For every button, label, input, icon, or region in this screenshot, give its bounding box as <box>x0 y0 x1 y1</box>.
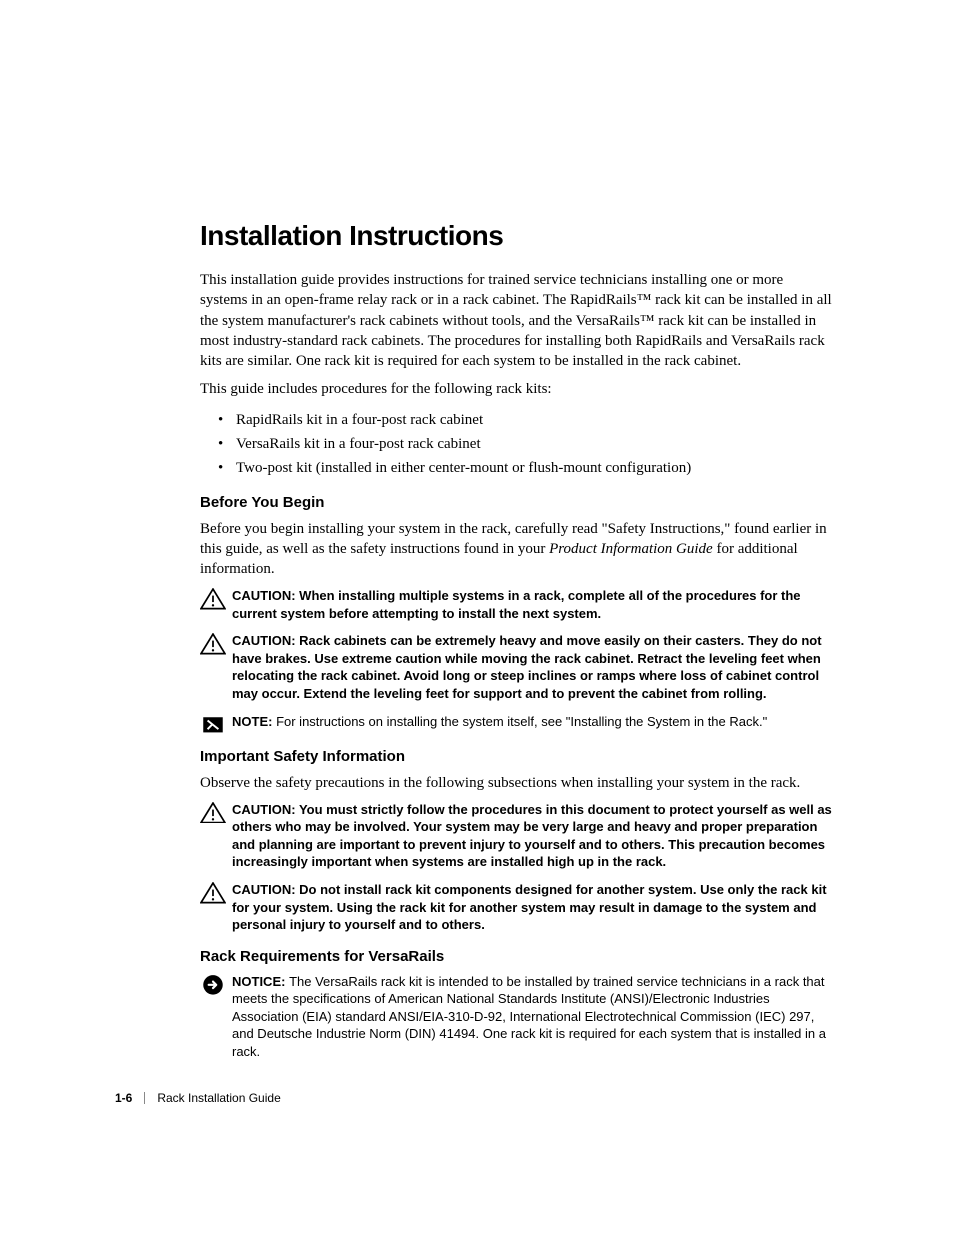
note-icon <box>200 714 226 734</box>
page-title: Installation Instructions <box>200 220 834 252</box>
caution-body: When installing multiple systems in a ra… <box>232 588 801 621</box>
before-you-begin-heading: Before You Begin <box>200 494 834 511</box>
caution-lead: CAUTION: <box>232 633 299 648</box>
caution-lead: CAUTION: <box>232 882 299 897</box>
document-page: Installation Instructions This installat… <box>0 0 954 1060</box>
caution-text: CAUTION: You must strictly follow the pr… <box>232 801 834 871</box>
caution-body: You must strictly follow the procedures … <box>232 802 832 870</box>
note-lead: NOTE: <box>232 714 276 729</box>
intro-paragraph-2: This guide includes procedures for the f… <box>200 379 834 399</box>
caution-callout: CAUTION: When installing multiple system… <box>200 587 834 622</box>
note-callout: NOTE: For instructions on installing the… <box>200 713 834 734</box>
italic-text: Product Information Guide <box>549 541 713 557</box>
rack-kits-list: RapidRails kit in a four-post rack cabin… <box>200 408 834 480</box>
caution-lead: CAUTION: <box>232 588 299 603</box>
note-body: For instructions on installing the syste… <box>276 714 767 729</box>
caution-body: Do not install rack kit components desig… <box>232 882 827 932</box>
caution-callout: CAUTION: Do not install rack kit compone… <box>200 881 834 934</box>
list-item: RapidRails kit in a four-post rack cabin… <box>236 408 834 432</box>
caution-icon <box>200 633 226 653</box>
caution-text: CAUTION: Do not install rack kit compone… <box>232 881 834 934</box>
footer-title: Rack Installation Guide <box>157 1091 280 1105</box>
notice-icon <box>200 974 226 994</box>
caution-icon <box>200 588 226 608</box>
list-item: Two-post kit (installed in either center… <box>236 456 834 480</box>
notice-callout: NOTICE: The VersaRails rack kit is inten… <box>200 973 834 1061</box>
caution-lead: CAUTION: <box>232 802 299 817</box>
notice-lead: NOTICE: <box>232 974 289 989</box>
notice-body: The VersaRails rack kit is intended to b… <box>232 974 826 1059</box>
caution-text: CAUTION: Rack cabinets can be extremely … <box>232 632 834 702</box>
notice-text: NOTICE: The VersaRails rack kit is inten… <box>232 973 834 1061</box>
page-footer: 1-6 Rack Installation Guide <box>115 1091 281 1105</box>
list-item: VersaRails kit in a four-post rack cabin… <box>236 432 834 456</box>
caution-icon <box>200 802 226 822</box>
caution-icon <box>200 882 226 902</box>
rack-requirements-heading: Rack Requirements for VersaRails <box>200 948 834 965</box>
before-you-begin-paragraph: Before you begin installing your system … <box>200 519 834 580</box>
safety-paragraph: Observe the safety precautions in the fo… <box>200 773 834 793</box>
caution-callout: CAUTION: You must strictly follow the pr… <box>200 801 834 871</box>
note-text: NOTE: For instructions on installing the… <box>232 713 834 731</box>
caution-text: CAUTION: When installing multiple system… <box>232 587 834 622</box>
page-number: 1-6 <box>115 1091 132 1105</box>
footer-separator <box>144 1092 145 1104</box>
important-safety-heading: Important Safety Information <box>200 748 834 765</box>
intro-paragraph-1: This installation guide provides instruc… <box>200 270 834 371</box>
caution-callout: CAUTION: Rack cabinets can be extremely … <box>200 632 834 702</box>
caution-body: Rack cabinets can be extremely heavy and… <box>232 633 822 701</box>
